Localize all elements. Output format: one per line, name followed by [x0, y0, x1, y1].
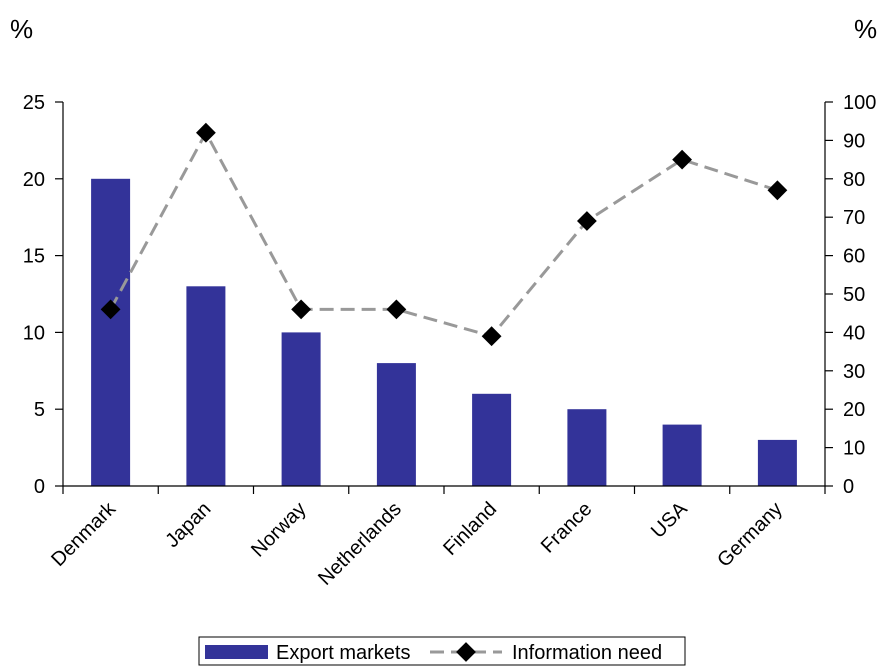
bar-usa: [662, 424, 702, 486]
left-tick-label: 20: [23, 169, 45, 191]
bars-layer: [91, 178, 797, 487]
category-label-usa: USA: [647, 498, 692, 543]
right-tick-label: 20: [843, 399, 865, 421]
right-tick-label: 30: [843, 361, 865, 383]
left-tick-label: 10: [23, 322, 45, 344]
right-tick-label: 0: [843, 476, 854, 498]
information-need-point-norway: [291, 299, 311, 320]
bar-norway: [281, 332, 321, 486]
right-tick-label: 70: [843, 207, 865, 229]
information-need-point-germany: [767, 180, 788, 201]
category-label-finland: Finland: [439, 498, 501, 560]
right-tick-label: 60: [843, 246, 865, 268]
bar-netherlands: [376, 363, 416, 486]
right-tick-label: 100: [843, 92, 876, 114]
left-tick-label: 15: [23, 246, 45, 268]
right-tick-label: 90: [843, 130, 865, 152]
category-label-netherlands: Netherlands: [314, 498, 406, 590]
category-labels: Denmark Japan Norway Netherlands Finland Fran…: [47, 497, 787, 590]
information-need-point-finland: [481, 326, 502, 347]
right-tick-label: 10: [843, 438, 865, 460]
information-need-point-netherlands: [386, 299, 407, 320]
left-tick-label: 5: [34, 399, 45, 421]
bar-finland: [472, 393, 512, 486]
legend-label-information-need: Information need: [512, 642, 662, 664]
legend: Export markets Information need: [198, 636, 686, 666]
left-axis-unit: %: [10, 14, 33, 44]
information-need-point-denmark: [100, 299, 121, 320]
left-tick-label: 25: [23, 92, 45, 114]
right-tick-label: 40: [843, 322, 865, 344]
information-need-point-usa: [672, 149, 692, 170]
information-need-line: [109, 129, 778, 338]
legend-marker-information-need: [456, 642, 476, 662]
legend-label-export-markets: Export markets: [276, 642, 410, 664]
right-axis-unit: %: [854, 14, 877, 44]
right-tick-label: 50: [843, 284, 865, 306]
bar-japan: [186, 286, 226, 486]
bar-denmark: [91, 178, 131, 487]
axes-layer: 0 5 10 15 20 25 0 10 20 30 40 50 60 70 80 90 100: [23, 92, 877, 498]
legend-swatch-export-markets: [205, 645, 268, 659]
category-label-germany: Germany: [713, 498, 787, 572]
category-label-norway: Norway: [247, 498, 310, 561]
category-label-denmark: Denmark: [47, 497, 121, 571]
category-label-france: France: [537, 498, 597, 558]
left-tick-label: 0: [34, 476, 45, 498]
right-tick-label: 80: [843, 169, 865, 191]
information-need-point-japan: [196, 122, 216, 143]
bar-france: [567, 409, 607, 486]
bar-germany: [757, 439, 797, 486]
category-label-japan: Japan: [161, 498, 215, 552]
